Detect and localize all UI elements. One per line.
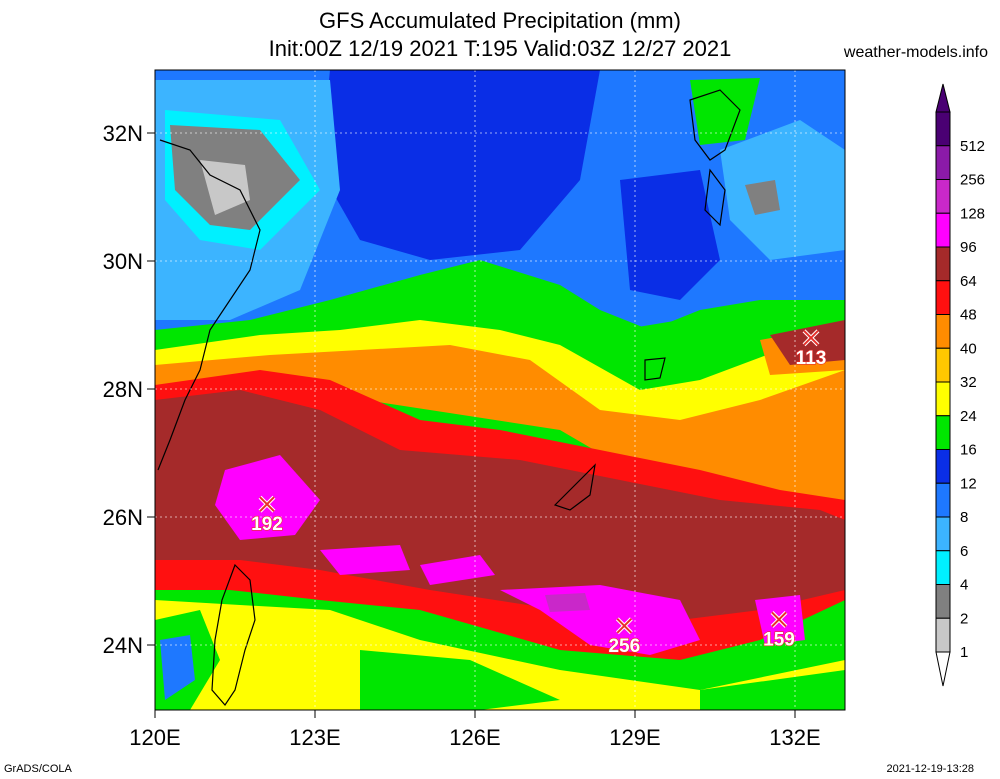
legend-swatch	[935, 482, 951, 518]
generated-timestamp: 2021-12-19-13:28	[886, 763, 974, 775]
legend-swatch	[935, 516, 951, 552]
legend-label: 40	[960, 340, 977, 357]
legend-underflow-arrow	[935, 651, 951, 687]
lon-label: 129E	[609, 725, 660, 750]
marker-cross-icon	[616, 618, 633, 634]
max-marker: 192	[251, 495, 283, 536]
legend-label: 96	[960, 239, 977, 256]
legend-label: 128	[960, 205, 985, 222]
longitude-axis: 120E 123E 126E 129E 132E	[129, 710, 821, 750]
grads-credit: GrADS/COLA	[4, 763, 72, 775]
legend-label: 6	[960, 543, 968, 560]
legend-label: 2	[960, 610, 968, 627]
legend-label: 4	[960, 577, 968, 594]
legend-swatch	[935, 179, 951, 214]
max-marker: 159	[763, 610, 795, 651]
legend-label: 32	[960, 374, 977, 391]
legend-label: 12	[960, 475, 977, 492]
marker-value: 113	[796, 348, 827, 369]
legend-label: 1	[960, 644, 968, 661]
legend-swatch	[935, 550, 951, 585]
legend-swatch	[935, 111, 951, 147]
lat-label: 26N	[103, 505, 143, 530]
marker-cross-icon	[259, 496, 275, 512]
legend-label: 256	[960, 172, 985, 189]
map-title: GFS Accumulated Precipitation (mm)	[319, 8, 681, 33]
lon-label: 132E	[769, 725, 820, 750]
max-marker: 113	[795, 329, 827, 369]
lat-label: 24N	[103, 633, 143, 658]
legend-label: 64	[960, 273, 977, 290]
lat-label: 30N	[103, 249, 143, 274]
lon-label: 126E	[449, 725, 500, 750]
legend-swatch	[935, 617, 951, 653]
legend-swatch	[935, 212, 951, 248]
marker-value: 192	[251, 514, 283, 535]
marker-cross-icon	[771, 611, 787, 628]
legend-label: 16	[960, 442, 977, 459]
legend-swatch	[935, 584, 951, 619]
max-markers: 192 113 256 159	[251, 329, 827, 657]
site-credit: weather-models.info	[843, 44, 988, 61]
legend-swatch	[935, 347, 951, 383]
legend-overflow-arrow	[935, 83, 951, 113]
legend-label: 24	[960, 408, 977, 425]
max-marker: 256	[608, 617, 641, 657]
legend-label: 8	[960, 509, 968, 526]
legend-swatch	[935, 415, 951, 450]
precipitation-field	[155, 70, 845, 710]
legend-swatch	[935, 246, 951, 282]
latitude-axis: 32N 30N 28N 26N 24N	[103, 121, 155, 658]
legend-swatch	[935, 314, 951, 349]
legend-label: 512	[960, 138, 985, 155]
marker-value: 159	[763, 629, 795, 650]
marker-value: 256	[608, 636, 640, 657]
legend-swatch	[935, 381, 951, 417]
map-subtitle: Init:00Z 12/19 2021 T:195 Valid:03Z 12/2…	[268, 36, 732, 61]
lat-label: 32N	[103, 121, 143, 146]
lon-label: 120E	[129, 725, 180, 750]
legend-swatch	[935, 145, 951, 180]
plot-frame	[154, 69, 846, 711]
lat-label: 28N	[103, 377, 143, 402]
legend-swatch	[935, 280, 951, 315]
legend-swatch	[935, 449, 951, 484]
legend-label: 48	[960, 307, 977, 324]
marker-cross-icon	[803, 330, 819, 346]
lon-label: 123E	[289, 725, 340, 750]
